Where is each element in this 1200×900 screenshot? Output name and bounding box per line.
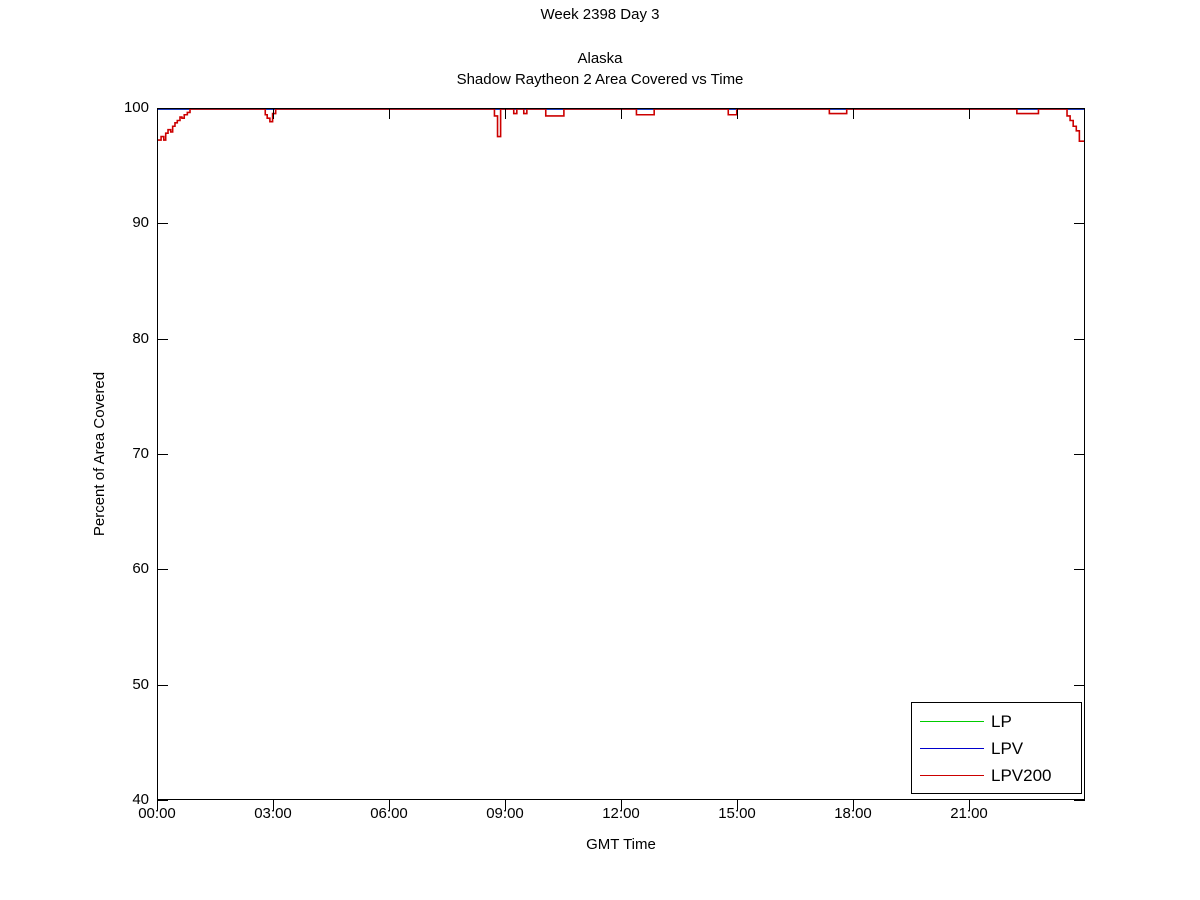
y-tick-mark xyxy=(1074,569,1085,571)
y-tick-mark xyxy=(1074,338,1085,340)
y-tick-label: 60 xyxy=(132,560,149,578)
x-tick-mark xyxy=(853,108,854,119)
x-tick-label: 03:00 xyxy=(254,805,292,822)
x-tick-mark xyxy=(389,108,390,119)
x-tick-mark xyxy=(621,108,622,119)
legend-label: LP xyxy=(991,711,1012,731)
y-tick-mark xyxy=(157,684,168,686)
legend: LP LPV LPV200 xyxy=(911,702,1082,794)
legend-label: LPV200 xyxy=(991,765,1052,785)
legend-swatch-lpv200 xyxy=(920,774,984,776)
y-tick-mark xyxy=(157,108,168,109)
x-tick-mark xyxy=(273,800,274,811)
y-tick-mark xyxy=(157,338,168,340)
x-tick-label: 09:00 xyxy=(486,805,524,822)
x-tick-mark xyxy=(969,800,970,811)
x-tick-label: 00:00 xyxy=(138,805,176,822)
y-tick-mark xyxy=(157,569,168,571)
legend-item-lp[interactable]: LP xyxy=(920,708,1076,734)
x-axis-label: GMT Time xyxy=(586,836,656,853)
legend-label: LPV xyxy=(991,738,1024,758)
legend-item-lpv200[interactable]: LPV200 xyxy=(920,762,1076,788)
y-axis-label: Percent of Area Covered xyxy=(91,371,108,537)
x-tick-mark xyxy=(737,108,738,119)
x-tick-mark xyxy=(505,108,506,119)
x-tick-mark xyxy=(969,108,970,119)
y-tick-label: 80 xyxy=(132,329,149,347)
super-title: Week 2398 Day 3 xyxy=(540,6,660,23)
legend-swatch-lp xyxy=(920,720,984,722)
x-tick-label: 06:00 xyxy=(370,805,408,822)
y-tick-mark xyxy=(1074,454,1085,455)
chart-title: Alaska Shadow Raytheon 2 Area Covered vs… xyxy=(0,48,1200,90)
y-tick-mark xyxy=(157,800,168,801)
y-tick-label: 50 xyxy=(132,675,149,693)
y-tick-label: 70 xyxy=(132,445,149,462)
series-line-lpv200 xyxy=(158,109,1084,141)
y-tick-mark xyxy=(1074,108,1085,109)
y-tick-mark xyxy=(157,223,168,225)
y-tick-label: 90 xyxy=(132,214,149,232)
x-tick-mark xyxy=(737,800,738,811)
x-tick-label: 12:00 xyxy=(602,805,640,822)
x-tick-mark xyxy=(505,800,506,811)
y-tick-mark xyxy=(1074,223,1085,225)
x-tick-label: 15:00 xyxy=(718,805,756,822)
x-tick-mark xyxy=(621,800,622,811)
legend-item-lpv[interactable]: LPV xyxy=(920,735,1076,761)
series-layer xyxy=(158,109,1084,141)
plot-area xyxy=(157,108,1085,800)
y-tick-mark xyxy=(157,454,168,455)
x-tick-label: 18:00 xyxy=(834,805,872,822)
y-tick-mark xyxy=(1074,684,1085,686)
y-tick-mark xyxy=(1074,800,1085,801)
y-tick-label: 100 xyxy=(123,99,149,116)
chart-title-line-2: Shadow Raytheon 2 Area Covered vs Time xyxy=(456,71,744,88)
legend-swatch-lpv xyxy=(920,747,984,749)
chart-title-line-1: Alaska xyxy=(577,50,623,67)
x-tick-mark xyxy=(273,108,274,119)
x-tick-mark xyxy=(157,800,158,811)
y-tick-label: 40 xyxy=(132,791,149,808)
plot-canvas xyxy=(158,109,1084,799)
x-tick-mark xyxy=(853,800,854,811)
x-tick-mark xyxy=(389,800,390,811)
x-tick-label: 21:00 xyxy=(950,805,988,822)
x-tick-mark xyxy=(157,108,158,119)
